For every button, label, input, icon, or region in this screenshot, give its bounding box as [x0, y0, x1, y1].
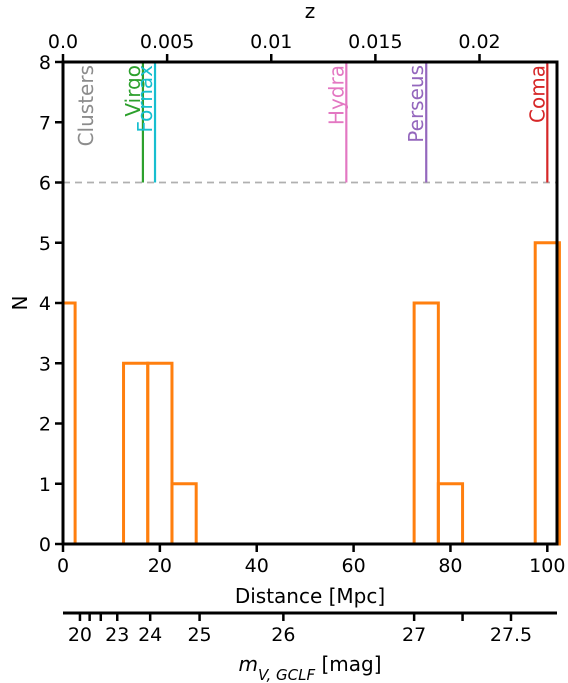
y-tick-label: 5 [39, 233, 51, 255]
x-tick-label: 0 [57, 555, 69, 577]
y-axis: 0 1 2 3 4 5 6 7 8 [39, 52, 63, 556]
z-tick-label: 0.01 [250, 31, 292, 53]
magnitude-label-sub: V, GCLF [258, 666, 316, 683]
magnitude-axis-label: mV, GCLF [mag] [238, 652, 381, 683]
cluster-label-perseus: Perseus [404, 65, 428, 143]
y-tick-label: 4 [39, 293, 51, 315]
magnitude-tick-label: 24 [138, 624, 162, 646]
z-tick-label: 0.02 [458, 31, 500, 53]
cluster-header-label: Clusters [74, 65, 98, 146]
histogram-bar [146, 361, 174, 546]
cluster-label-fornax: Fornax [133, 65, 157, 133]
x-tick-label: 20 [148, 555, 172, 577]
magnitude-tick-label: 23 [105, 624, 129, 646]
x-axis: 0 20 40 60 80 100 [57, 544, 565, 577]
x-tick-label: 60 [341, 555, 365, 577]
y-tick-label: 7 [39, 112, 51, 134]
magnitude-tick-label: 27.5 [490, 624, 532, 646]
cluster-label-coma: Coma [525, 65, 549, 123]
magnitude-label-main: m [238, 652, 257, 676]
cluster-label-hydra: Hydra [324, 65, 348, 125]
magnitude-axis: 20 23 24 25 26 27 27.5 [63, 611, 557, 646]
z-tick-label: 0.0 [48, 31, 78, 53]
x-tick-label: 100 [529, 555, 565, 577]
magnitude-label-unit: [mag] [315, 652, 381, 676]
histogram-bar [170, 482, 198, 546]
z-tick-label: 0.005 [140, 31, 194, 53]
histogram-bar [61, 301, 77, 546]
x-axis-label: Distance [Mpc] [235, 584, 385, 608]
top-axis-label: z [305, 0, 316, 23]
y-tick-label: 3 [39, 353, 51, 375]
y-tick-label: 6 [39, 173, 51, 195]
y-tick-label: 2 [39, 414, 51, 436]
magnitude-tick-label: 27 [402, 624, 426, 646]
y-tick-label: 1 [39, 474, 51, 496]
y-tick-label: 0 [39, 534, 51, 556]
magnitude-tick-label: 26 [271, 624, 295, 646]
cluster-label-virgo: Virgo [121, 65, 145, 117]
z-tick-label: 0.015 [348, 31, 402, 53]
histogram-bar [436, 482, 465, 546]
y-tick-label: 8 [39, 52, 51, 74]
histogram-bar [412, 301, 440, 546]
y-axis-label: N [8, 296, 32, 311]
x-tick-label: 40 [245, 555, 269, 577]
plot-frame [61, 60, 559, 546]
top-z-axis: 0.0 0.005 0.01 0.015 0.02 [48, 31, 501, 62]
histogram-bar [122, 361, 150, 546]
magnitude-tick-label: 25 [187, 624, 211, 646]
x-tick-label: 80 [438, 555, 462, 577]
magnitude-tick-label: 20 [68, 624, 92, 646]
histogram [61, 241, 561, 546]
